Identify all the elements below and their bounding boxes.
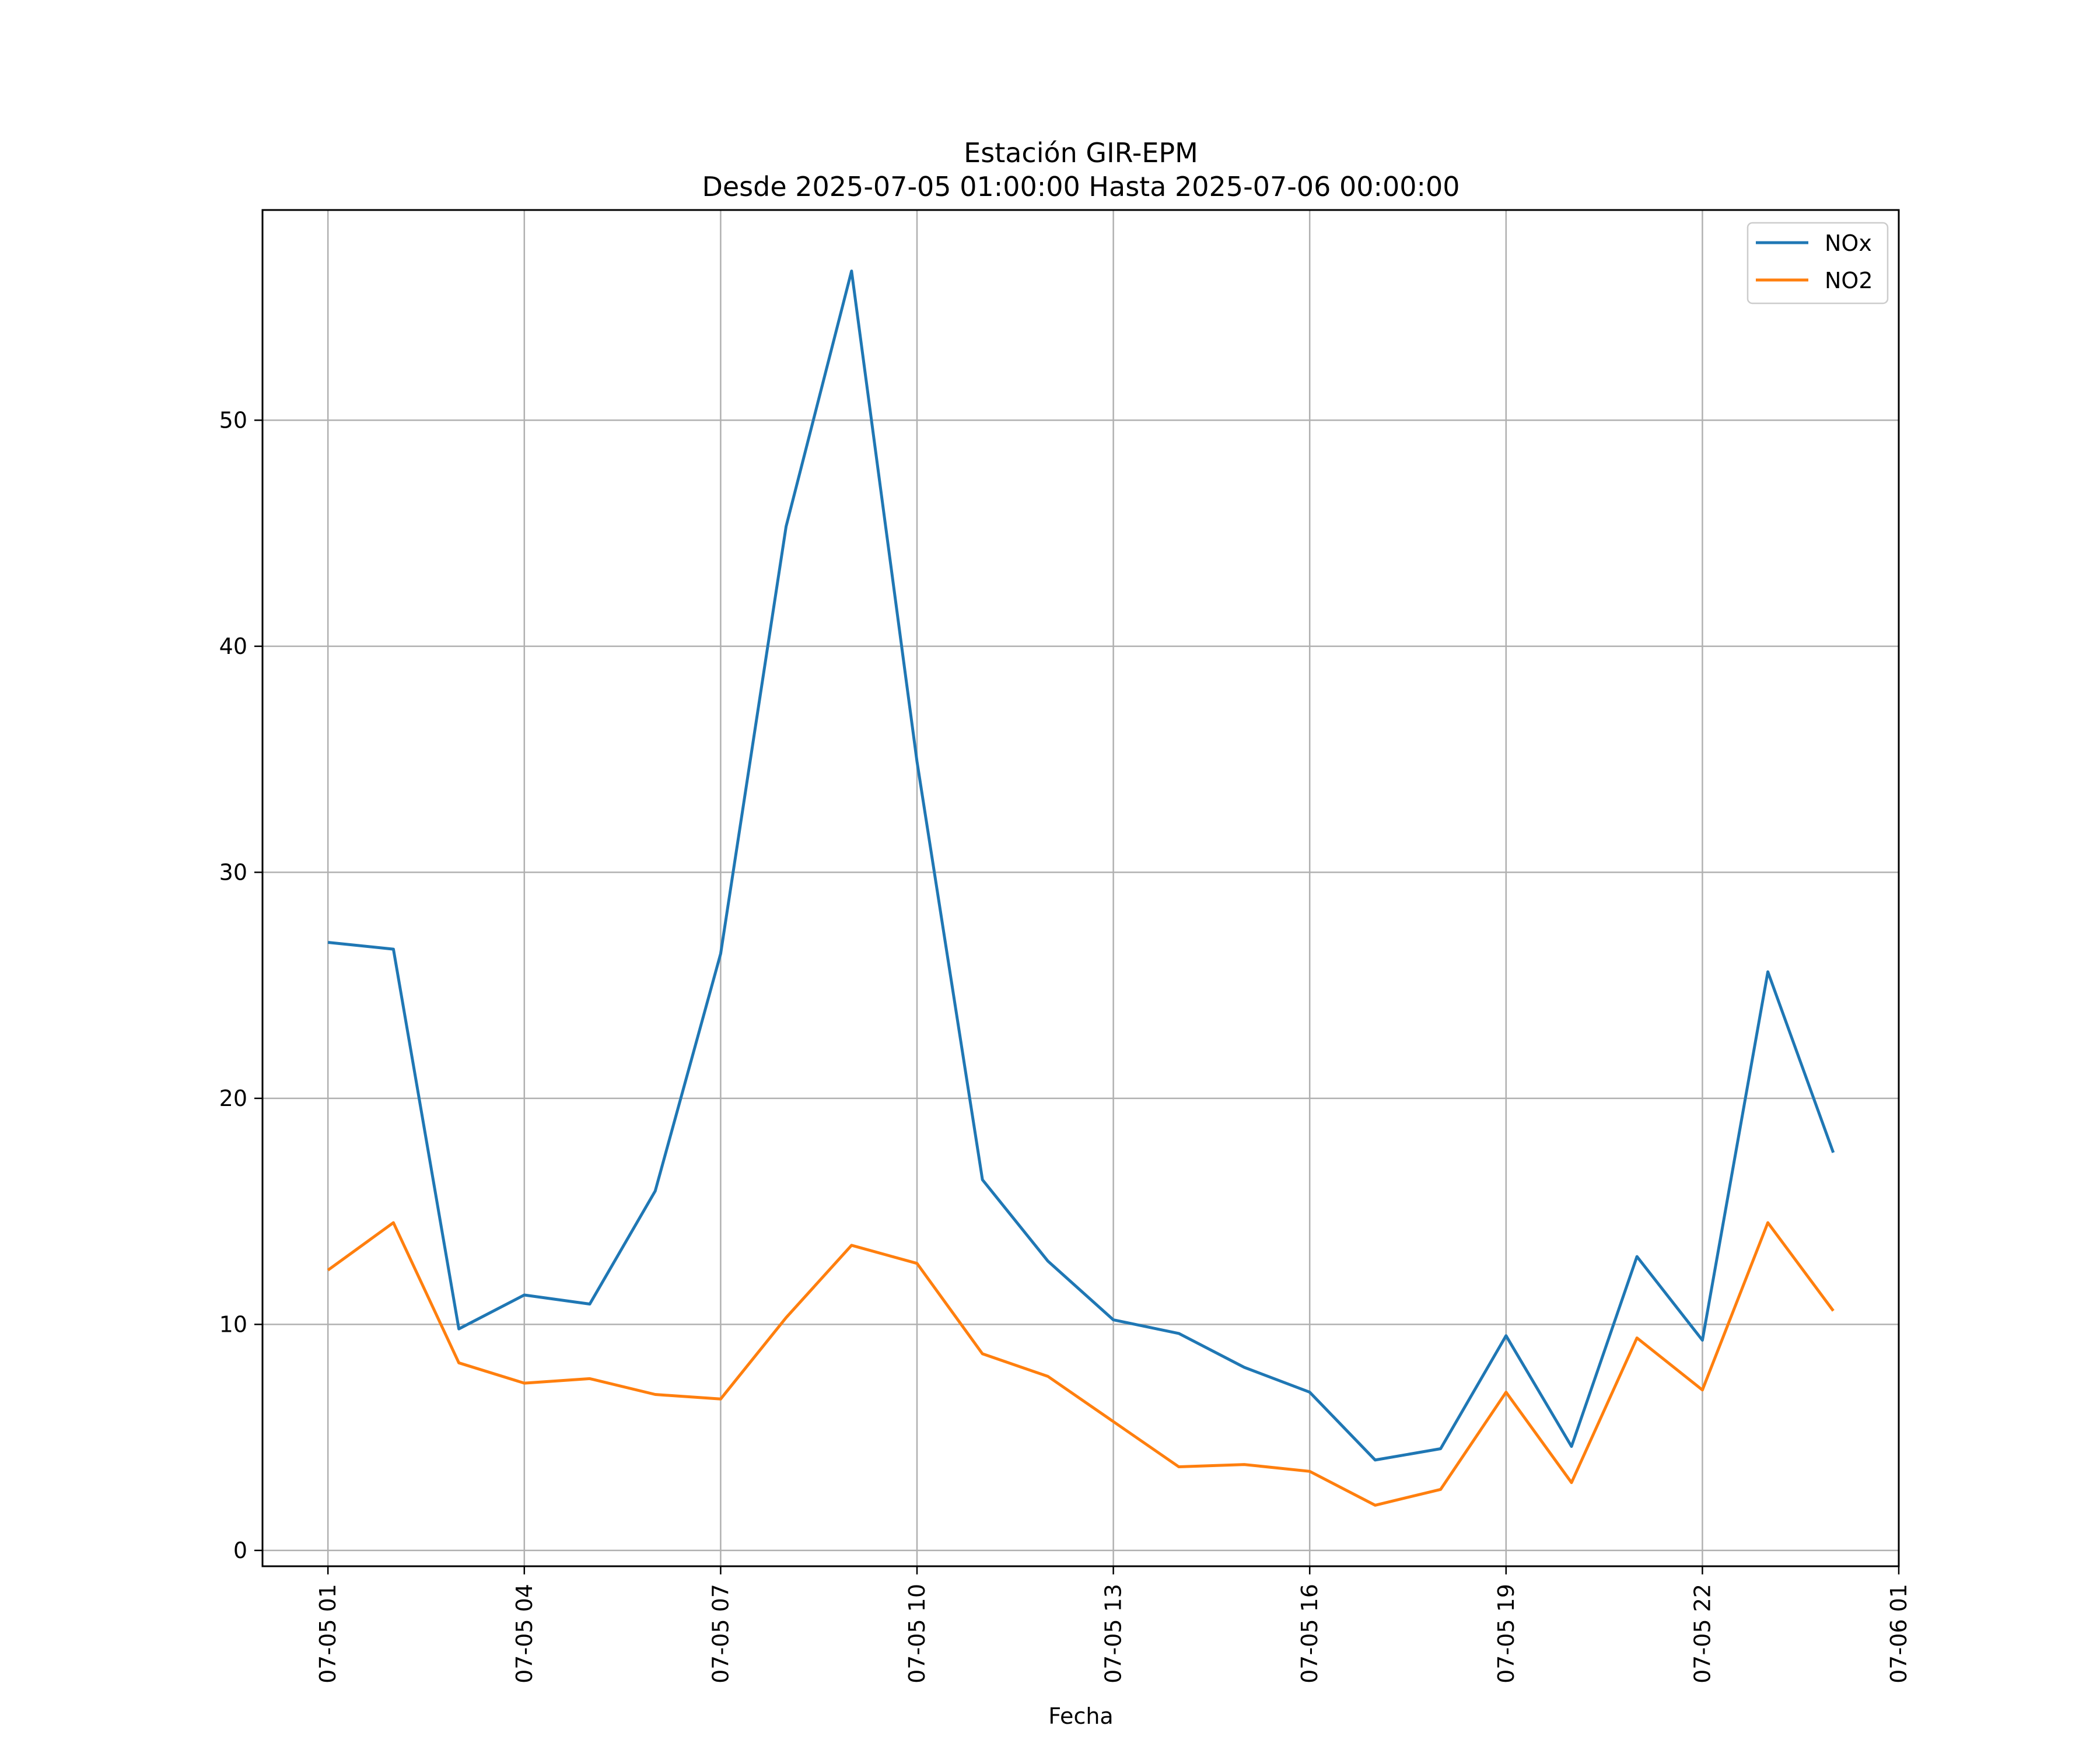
y-tick-label: 20 — [219, 1086, 247, 1111]
series-line-nox — [327, 270, 1835, 1462]
legend: NOx NO2 — [1746, 222, 1889, 304]
legend-label-no2: NO2 — [1825, 268, 1873, 293]
x-tick-label: 07-05 16 — [1297, 1584, 1322, 1684]
x-tick-label: 07-05 13 — [1101, 1584, 1126, 1684]
x-tick-label: 07-05 07 — [708, 1584, 733, 1684]
x-tick-label: 07-06 01 — [1886, 1584, 1912, 1684]
series-line-no2 — [327, 1221, 1835, 1507]
x-tick-label: 07-05 04 — [512, 1584, 537, 1684]
series-lines — [327, 270, 1835, 1507]
y-tick-label: 10 — [219, 1311, 247, 1337]
x-tick-label: 07-05 19 — [1493, 1584, 1519, 1684]
x-tick-label: 07-05 22 — [1689, 1584, 1715, 1684]
y-axis: 0 10 20 30 40 50 — [219, 407, 262, 1563]
y-tick-label: 40 — [219, 634, 247, 659]
y-tick-label: 30 — [219, 859, 247, 885]
x-tick-label: 07-05 10 — [904, 1584, 930, 1684]
x-tick-label: 07-05 01 — [315, 1584, 341, 1684]
plot-frame — [261, 209, 1900, 1567]
chart-title: Estación GIR-EPM — [964, 137, 1198, 169]
y-tick-label: 0 — [233, 1538, 247, 1563]
y-tick-label: 50 — [219, 407, 247, 433]
x-axis: 07-05 01 07-05 04 07-05 07 07-05 10 07-05 13… — [315, 1566, 1912, 1684]
chart-subtitle: Desde 2025-07-05 01:00:00 Hasta 2025-07-… — [702, 171, 1460, 202]
x-axis-label: Fecha — [1048, 1703, 1113, 1729]
legend-label-nox: NOx — [1825, 230, 1872, 256]
